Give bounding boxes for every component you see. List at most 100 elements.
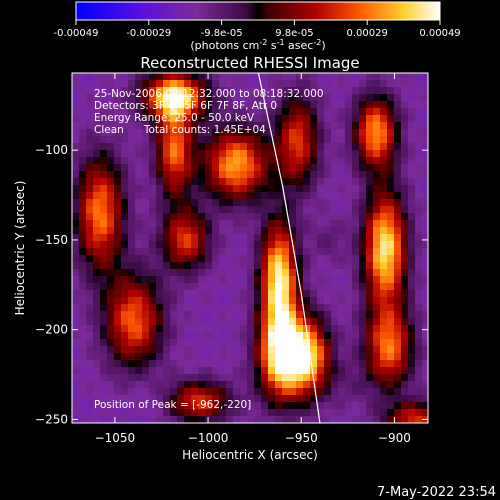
- heatmap-cell: [317, 164, 325, 172]
- heatmap-cell: [142, 143, 150, 151]
- heatmap-cell: [303, 241, 311, 249]
- heatmap-cell: [254, 304, 262, 312]
- heatmap-cell: [142, 416, 150, 423]
- heatmap-cell: [170, 353, 178, 361]
- heatmap-cell: [345, 276, 353, 284]
- heatmap-cell: [359, 94, 367, 102]
- heatmap-cell: [177, 241, 185, 249]
- heatmap-cell: [170, 269, 178, 277]
- heatmap-cell: [408, 409, 416, 417]
- heatmap-cell: [205, 269, 213, 277]
- heatmap-cell: [352, 311, 360, 319]
- heatmap-cell: [289, 283, 297, 291]
- heatmap-cell: [345, 318, 353, 326]
- heatmap-cell: [93, 87, 101, 95]
- heatmap-cell: [93, 150, 101, 158]
- heatmap-cell: [233, 283, 241, 291]
- heatmap-cell: [79, 395, 87, 403]
- heatmap-cell: [226, 101, 234, 109]
- heatmap-cell: [387, 80, 395, 88]
- heatmap-cell: [128, 332, 136, 340]
- heatmap-cell: [93, 276, 101, 284]
- heatmap-cell: [317, 213, 325, 221]
- heatmap-cell: [310, 325, 318, 333]
- heatmap-cell: [401, 227, 409, 235]
- heatmap-cell: [422, 80, 428, 88]
- heatmap-cell: [261, 199, 269, 207]
- heatmap-cell: [219, 402, 227, 410]
- heatmap-cell: [380, 241, 388, 249]
- heatmap-cell: [86, 199, 94, 207]
- heatmap-cell: [156, 360, 164, 368]
- heatmap-cell: [331, 199, 339, 207]
- heatmap-cell: [422, 388, 428, 396]
- heatmap-cell: [415, 220, 423, 228]
- heatmap-cell: [331, 234, 339, 242]
- heatmap-cell: [408, 185, 416, 193]
- heatmap-cell: [149, 227, 157, 235]
- heatmap-cell: [317, 255, 325, 263]
- heatmap-cell: [303, 297, 311, 305]
- heatmap-cell: [128, 80, 136, 88]
- heatmap-cell: [149, 164, 157, 172]
- heatmap-cell: [247, 416, 255, 423]
- heatmap-cell: [282, 339, 290, 347]
- heatmap-cell: [184, 185, 192, 193]
- heatmap-cell: [282, 150, 290, 158]
- heatmap-cell: [198, 87, 206, 95]
- heatmap-cell: [72, 283, 80, 291]
- heatmap-cell: [338, 192, 346, 200]
- heatmap-cell: [345, 192, 353, 200]
- heatmap-cell: [401, 269, 409, 277]
- heatmap-cell: [156, 325, 164, 333]
- heatmap-cell: [310, 227, 318, 235]
- heatmap-cell: [359, 73, 367, 81]
- heatmap-cell: [198, 213, 206, 221]
- heatmap-cell: [359, 227, 367, 235]
- heatmap-cell: [338, 262, 346, 270]
- heatmap-cell: [128, 269, 136, 277]
- heatmap-cell: [212, 122, 220, 130]
- heatmap-cell: [303, 409, 311, 417]
- heatmap-cell: [394, 185, 402, 193]
- heatmap-cell: [135, 108, 143, 116]
- heatmap-cell: [366, 290, 374, 298]
- heatmap-cell: [310, 164, 318, 172]
- heatmap-cell: [366, 73, 374, 81]
- heatmap-cell: [352, 381, 360, 389]
- heatmap-cell: [317, 136, 325, 144]
- heatmap-cell: [177, 325, 185, 333]
- heatmap-cell: [387, 87, 395, 95]
- heatmap-cell: [198, 283, 206, 291]
- heatmap-cell: [128, 255, 136, 263]
- heatmap-cell: [261, 381, 269, 389]
- heatmap-cell: [387, 290, 395, 298]
- heatmap-cell: [72, 325, 80, 333]
- heatmap-cell: [191, 402, 199, 410]
- heatmap-cell: [366, 276, 374, 284]
- heatmap-cell: [212, 115, 220, 123]
- heatmap-cell: [324, 227, 332, 235]
- heatmap-cell: [156, 164, 164, 172]
- heatmap-cell: [324, 360, 332, 368]
- heatmap-cell: [212, 227, 220, 235]
- heatmap-cell: [380, 108, 388, 116]
- heatmap-cell: [380, 311, 388, 319]
- heatmap-cell: [156, 311, 164, 319]
- heatmap-cell: [72, 241, 80, 249]
- heatmap-cell: [219, 416, 227, 423]
- heatmap-cell: [86, 304, 94, 312]
- heatmap-cell: [387, 395, 395, 403]
- heatmap-cell: [198, 276, 206, 284]
- heatmap-cell: [163, 94, 171, 102]
- heatmap-cell: [191, 409, 199, 417]
- heatmap-cell: [394, 416, 402, 423]
- heatmap-cell: [184, 325, 192, 333]
- heatmap-cell: [240, 185, 248, 193]
- heatmap-cell: [366, 262, 374, 270]
- heatmap-cell: [401, 73, 409, 81]
- heatmap-cell: [254, 248, 262, 256]
- heatmap-cell: [128, 206, 136, 214]
- heatmap-cell: [79, 374, 87, 382]
- heatmap-cell: [149, 157, 157, 165]
